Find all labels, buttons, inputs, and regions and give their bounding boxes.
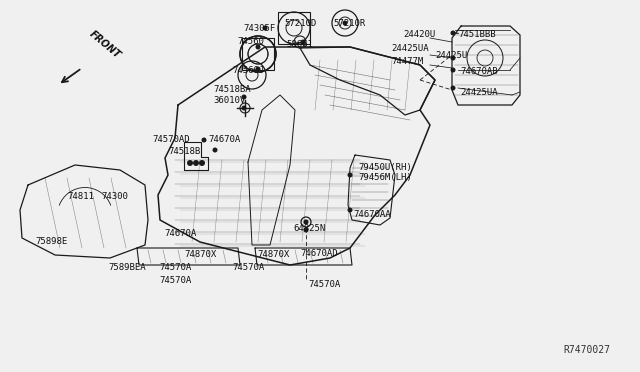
Text: 24425UA: 24425UA — [391, 44, 429, 53]
Text: 64825N: 64825N — [293, 224, 325, 233]
Text: 74870X: 74870X — [257, 250, 289, 259]
Circle shape — [451, 67, 456, 73]
Text: 79456M(LH): 79456M(LH) — [358, 173, 412, 182]
Text: 7589BEA: 7589BEA — [108, 263, 146, 272]
Text: 36010V: 36010V — [213, 96, 245, 105]
Text: 74518BA: 74518BA — [213, 85, 251, 94]
Text: 74670AB: 74670AB — [460, 67, 498, 76]
Circle shape — [342, 20, 348, 26]
Circle shape — [255, 45, 260, 49]
Text: 74305F: 74305F — [243, 24, 275, 33]
Text: 74670AA: 74670AA — [353, 210, 390, 219]
Circle shape — [451, 31, 456, 35]
Text: 79450U(RH): 79450U(RH) — [358, 163, 412, 172]
Circle shape — [451, 55, 456, 61]
Text: 74570A: 74570A — [308, 280, 340, 289]
Text: 74570AD: 74570AD — [152, 135, 189, 144]
Text: 74560J: 74560J — [232, 66, 264, 75]
Circle shape — [262, 26, 268, 31]
Text: 74518B: 74518B — [168, 147, 200, 156]
Text: 24425U: 24425U — [435, 51, 467, 60]
Circle shape — [241, 94, 246, 99]
Text: R7470027: R7470027 — [563, 345, 610, 355]
Circle shape — [304, 220, 308, 224]
Circle shape — [303, 228, 308, 232]
Bar — [278, 12, 310, 44]
Circle shape — [348, 208, 353, 212]
Text: 74477M: 74477M — [391, 57, 423, 66]
Circle shape — [212, 148, 218, 153]
Circle shape — [193, 160, 199, 166]
Text: 74870X: 74870X — [184, 250, 216, 259]
Circle shape — [451, 86, 456, 90]
Circle shape — [187, 160, 193, 166]
Text: 74300: 74300 — [101, 192, 128, 201]
Circle shape — [241, 106, 246, 110]
Circle shape — [301, 39, 305, 45]
Text: 74570A: 74570A — [232, 263, 264, 272]
Circle shape — [348, 173, 353, 177]
Text: 74570A: 74570A — [159, 263, 191, 272]
Text: 24420U: 24420U — [403, 30, 435, 39]
Text: 74670AD: 74670AD — [300, 249, 338, 258]
Text: 74570A: 74570A — [159, 276, 191, 285]
Text: 75898E: 75898E — [35, 237, 67, 246]
Text: 74670A: 74670A — [164, 229, 196, 238]
Text: 24425UA: 24425UA — [460, 88, 498, 97]
Text: 74811: 74811 — [67, 192, 94, 201]
Text: 57210R: 57210R — [333, 19, 365, 28]
Circle shape — [255, 67, 260, 71]
Text: 58661: 58661 — [286, 40, 313, 49]
Text: 57210D: 57210D — [284, 19, 316, 28]
Text: 74560: 74560 — [237, 37, 264, 46]
Bar — [242, 38, 274, 70]
Circle shape — [303, 219, 308, 224]
Text: 74670A: 74670A — [208, 135, 240, 144]
Text: FRONT: FRONT — [88, 29, 123, 60]
Circle shape — [202, 138, 207, 142]
Circle shape — [199, 160, 205, 166]
Text: 7451BBB: 7451BBB — [458, 30, 495, 39]
